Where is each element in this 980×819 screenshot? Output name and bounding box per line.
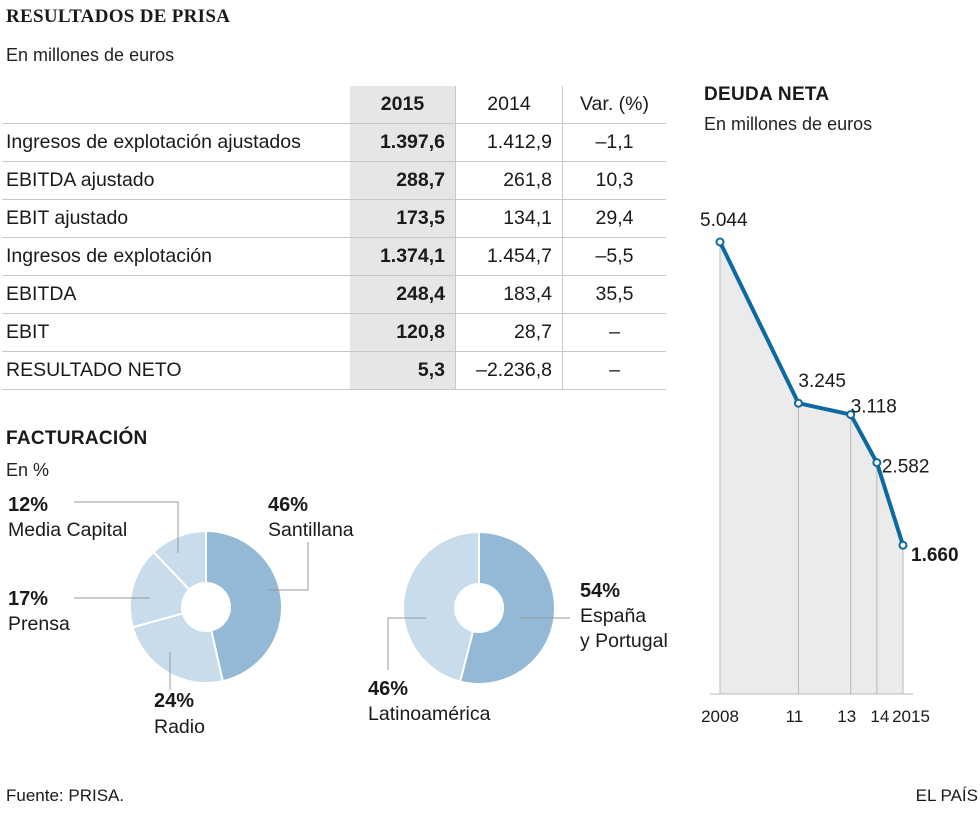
cell-2015: 1.374,1 (350, 237, 456, 276)
cell-2015: 248,4 (350, 275, 456, 314)
table-row: EBIT 120,8 28,7 – (2, 313, 666, 352)
cell-2014: 134,1 (455, 199, 563, 238)
cell-2014: 1.412,9 (455, 123, 563, 162)
cell-2014: –2.236,8 (455, 351, 563, 390)
row-label: EBIT ajustado (2, 199, 350, 238)
pie1-radio-pct: 24% (154, 690, 195, 712)
table-row: EBITDA 248,4 183,4 35,5 (2, 275, 666, 314)
col-header-label (2, 86, 350, 124)
pie1-slice-radio (131, 612, 224, 684)
debt-tick-14: 14 (870, 707, 889, 726)
debt-tick-13: 13 (837, 707, 856, 726)
col-header-var: Var. (%) (562, 86, 666, 124)
deuda-subtitle: En millones de euros (704, 114, 873, 134)
pie2-slice-latinoam-rica (402, 530, 480, 683)
pie1-slice-media-capital (152, 529, 207, 592)
pie2-slice-espa-a (458, 530, 556, 685)
pie1-prensa-label: Prensa (8, 613, 70, 635)
cell-var: – (562, 313, 666, 352)
cell-2015: 288,7 (350, 161, 456, 200)
pie2-espana-label-1: España (580, 605, 647, 627)
pie1-slice-santillana (205, 529, 283, 683)
pie1-radio-label: Radio (154, 716, 205, 738)
debt-point-13 (846, 410, 856, 420)
brand-logo-text: EL PAÍS (915, 786, 978, 805)
leader-line-latam (387, 617, 426, 670)
pie2-espana-label-2: y Portugal (580, 630, 668, 652)
cell-var: 35,5 (562, 275, 666, 314)
pie1-media-capital-pct: 12% (8, 494, 49, 516)
table-row: EBITDA ajustado 288,7 261,8 10,3 (2, 161, 666, 200)
pie1-santillana-pct: 46% (268, 494, 309, 516)
row-label: RESULTADO NETO (2, 351, 350, 390)
cell-var: 29,4 (562, 199, 666, 238)
row-label: Ingresos de explotación (2, 237, 350, 276)
table-row: Ingresos de explotación 1.374,1 1.454,7 … (2, 237, 666, 276)
row-label: Ingresos de explotación ajustados (2, 123, 350, 162)
facturacion-title: FACTURACIÓN (6, 428, 148, 449)
cell-2014: 183,4 (455, 275, 563, 314)
main-title: RESULTADOS DE PRISA (6, 6, 231, 27)
leader-line-media-capital (74, 501, 179, 553)
cell-var: –5,5 (562, 237, 666, 276)
cell-var: –1,1 (562, 123, 666, 162)
debt-value-label-14: 2.582 (882, 457, 930, 478)
cell-var: – (562, 351, 666, 390)
row-label: EBITDA ajustado (2, 161, 350, 200)
cell-2015: 173,5 (350, 199, 456, 238)
pie2-latam-label: Latinoamérica (368, 703, 491, 725)
table-row: EBIT ajustado 173,5 134,1 29,4 (2, 199, 666, 238)
leader-line-santillana (268, 542, 309, 591)
debt-point-14 (872, 458, 882, 468)
deuda-title: DEUDA NETA (704, 84, 830, 105)
debt-point-11 (793, 398, 803, 408)
cell-2014: 1.454,7 (455, 237, 563, 276)
pie1-prensa-pct: 17% (8, 588, 49, 610)
pie1-santillana-label: Santillana (268, 519, 354, 541)
debt-tick-2015: 2015 (892, 707, 930, 726)
source-note: Fuente: PRISA. (6, 786, 125, 805)
cell-2014: 28,7 (455, 313, 563, 352)
cell-2015: 1.397,6 (350, 123, 456, 162)
results-table: 2015 2014 Var. (%) Ingresos de explotaci… (2, 86, 666, 390)
debt-point-2008 (715, 237, 725, 247)
debt-area (719, 241, 904, 695)
debt-value-label-2008: 5.044 (700, 210, 748, 231)
donut-chart-1 (74, 501, 309, 690)
table-row: Ingresos de explotación ajustados 1.397,… (2, 123, 666, 162)
donut-chart-2 (387, 530, 570, 685)
cell-var: 10,3 (562, 161, 666, 200)
main-subtitle: En millones de euros (6, 45, 175, 65)
col-header-2015: 2015 (350, 86, 456, 124)
debt-value-label-13: 3.118 (851, 397, 897, 418)
cell-2014: 261,8 (455, 161, 563, 200)
col-header-2014: 2014 (455, 86, 563, 124)
debt-tick-11: 11 (786, 707, 804, 726)
table-header-row: 2015 2014 Var. (%) (2, 86, 666, 124)
debt-value-label-11: 3.245 (798, 371, 846, 392)
cell-2015: 5,3 (350, 351, 456, 390)
row-label: EBITDA (2, 275, 350, 314)
facturacion-subtitle: En % (6, 460, 50, 480)
pie1-media-capital-label: Media Capital (8, 519, 128, 541)
cell-2015: 120,8 (350, 313, 456, 352)
pie2-espana-pct: 54% (580, 580, 621, 602)
row-label: EBIT (2, 313, 350, 352)
debt-point-2015 (898, 540, 908, 550)
debt-tick-2008: 2008 (701, 707, 739, 726)
pie2-latam-pct: 46% (368, 678, 409, 700)
pie1-slice-prensa (129, 550, 191, 629)
debt-value-label-2015: 1.660 (911, 545, 959, 566)
table-row: RESULTADO NETO 5,3 –2.236,8 – (2, 351, 666, 390)
